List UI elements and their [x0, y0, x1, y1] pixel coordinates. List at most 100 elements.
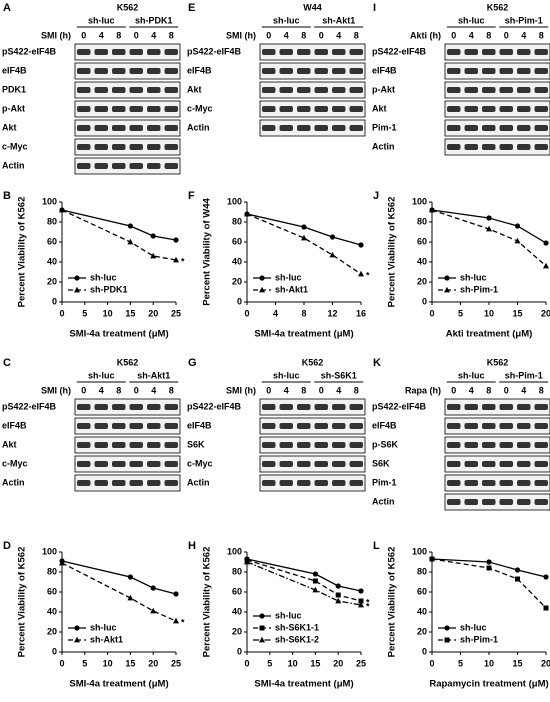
- band: [349, 68, 363, 74]
- marker: [335, 597, 342, 604]
- marker: [543, 262, 549, 269]
- band: [164, 106, 178, 112]
- blot-frame: [74, 398, 181, 416]
- legend-marker: [74, 286, 80, 293]
- x-tick-label: 10: [103, 308, 113, 318]
- band: [94, 404, 108, 410]
- time-label: 8: [354, 385, 359, 395]
- band: [517, 49, 531, 55]
- y-tick-label: 60: [47, 236, 57, 246]
- legend-marker: [259, 636, 265, 643]
- blot-frame: [259, 455, 366, 473]
- y-tick-label: 0: [422, 646, 427, 656]
- band: [94, 480, 108, 486]
- row-label: c-Myc: [2, 458, 28, 468]
- blot-frame: [444, 474, 550, 492]
- blot-frame: [444, 436, 550, 454]
- time-label: 8: [116, 385, 121, 395]
- band: [147, 49, 161, 55]
- group-label: sh-luc: [88, 15, 115, 25]
- time-label: 0: [81, 385, 86, 395]
- blot-frame: [444, 417, 550, 435]
- row-label: pS422-eIF4B: [372, 46, 427, 56]
- time-label: 0: [451, 385, 456, 395]
- band: [164, 423, 178, 429]
- row-label: pS422-eIF4B: [187, 401, 242, 411]
- legend-label: sh-Pim-1: [460, 634, 498, 644]
- x-tick-label: 4: [273, 308, 278, 318]
- row-label: eIF4B: [187, 420, 212, 430]
- x-tick-label: 5: [267, 658, 272, 668]
- blot-frame: [74, 436, 181, 454]
- y-tick-label: 80: [232, 216, 242, 226]
- panel-letter: J: [373, 190, 379, 202]
- band: [534, 423, 548, 429]
- marker: [312, 571, 318, 577]
- row-label: pS422-eIF4B: [2, 46, 57, 56]
- band: [129, 404, 143, 410]
- significance: *: [181, 256, 185, 266]
- band: [77, 87, 91, 93]
- band: [147, 442, 161, 448]
- band: [447, 423, 461, 429]
- row-label: p-Akt: [2, 103, 25, 113]
- band: [482, 442, 496, 448]
- x-tick-label: 15: [125, 658, 135, 668]
- time-label: 0: [134, 385, 139, 395]
- time-label: 0: [134, 30, 139, 40]
- row-label: c-Myc: [2, 141, 28, 151]
- y-tick-label: 80: [47, 216, 57, 226]
- marker: [173, 591, 179, 597]
- band: [332, 423, 346, 429]
- x-tick-label: 10: [484, 308, 494, 318]
- legend-marker: [259, 275, 265, 281]
- y-axis-label: Percent Viability of K562: [387, 547, 398, 658]
- band: [314, 480, 328, 486]
- legend-label: sh-luc: [90, 622, 117, 632]
- y-tick-label: 40: [47, 256, 57, 266]
- band: [534, 68, 548, 74]
- band: [517, 106, 531, 112]
- band: [279, 87, 293, 93]
- significance: *: [366, 597, 370, 607]
- y-axis-label: Percent Viability of K562: [17, 197, 28, 308]
- band: [332, 480, 346, 486]
- band: [349, 106, 363, 112]
- band: [112, 423, 126, 429]
- x-tick-label: 5: [458, 658, 463, 668]
- y-tick-label: 0: [52, 296, 57, 306]
- legend-label: sh-Akt1: [90, 634, 123, 644]
- y-axis-label: Percent Viability of K562: [17, 547, 28, 658]
- blot-frame: [444, 43, 550, 61]
- time-label: 8: [354, 30, 359, 40]
- row-label: pS422-eIF4B: [372, 401, 427, 411]
- legend-marker: [444, 286, 450, 293]
- y-tick-label: 20: [47, 276, 57, 286]
- blot-frame: [444, 138, 550, 156]
- band: [517, 423, 531, 429]
- row-label: PDK1: [2, 84, 26, 94]
- x-axis-label: SMI-4a treatment (μM): [254, 679, 353, 690]
- band: [517, 499, 531, 505]
- band: [147, 163, 161, 169]
- blot-frame: [259, 417, 366, 435]
- x-tick-label: 25: [356, 658, 366, 668]
- x-tick-label: 10: [288, 658, 298, 668]
- y-tick-label: 40: [417, 256, 427, 266]
- blot-frame: [74, 119, 181, 137]
- x-axis-label: SMI-4a treatment (μM): [69, 679, 168, 690]
- band: [129, 144, 143, 150]
- blot-frame: [444, 100, 550, 118]
- time-label: 4: [336, 30, 341, 40]
- y-tick-label: 20: [232, 626, 242, 636]
- row-label: Pim-1: [372, 122, 397, 132]
- band: [164, 144, 178, 150]
- time-label: 4: [284, 30, 289, 40]
- y-tick-label: 0: [52, 646, 57, 656]
- panel-letter: B: [3, 190, 11, 202]
- band: [499, 87, 513, 93]
- y-axis-label: Percent Viability of K562: [202, 547, 213, 658]
- marker: [59, 206, 65, 213]
- cell-line: K562: [487, 2, 509, 12]
- band: [164, 68, 178, 74]
